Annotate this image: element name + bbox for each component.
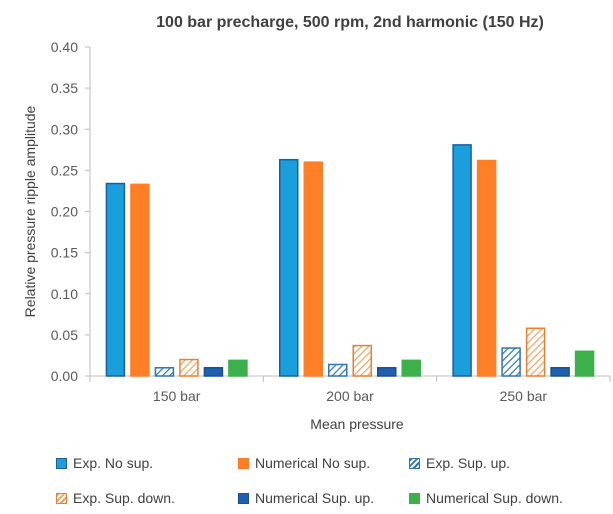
bar [550,367,570,377]
legend-label: Exp. No sup. [73,455,154,471]
y-tick-label: 0.00 [51,368,78,384]
bar [154,367,175,377]
bar [401,359,421,377]
legend-swatch [409,457,420,469]
legend-label: Numerical No sup. [255,455,371,471]
y-tick-label: 0.35 [51,80,78,96]
y-tick-label: 0.05 [51,327,78,343]
axes: 0.00 0.05 0.10 0.15 0.20 0.25 0.30 0.35 0.40 150 … [51,39,611,404]
legend-label: Numerical Sup. down. [426,490,563,506]
legend-label: Exp. Sup. up. [426,455,511,471]
bars [105,144,595,377]
legend-swatch [56,457,67,469]
legend: Exp. No sup. Numerical No sup. Exp. Sup. u… [56,455,606,511]
bar [377,367,397,377]
y-tick-label: 0.25 [51,162,78,178]
legend-label: Exp. Sup. down. [73,490,175,506]
bar [105,182,126,377]
y-tick-label: 0.15 [51,245,78,261]
bar [352,344,372,377]
legend-swatch [409,492,420,504]
bar [130,183,150,377]
bar [228,359,248,377]
bar [525,327,546,377]
bar [501,347,521,377]
legend-swatch [238,457,249,469]
bar [476,159,497,377]
chart-title: 100 bar precharge, 500 rpm, 2nd harmonic… [156,14,544,31]
bar [328,363,348,377]
legend-item: Exp. Sup. down. [56,490,175,506]
bar [203,367,224,377]
bar [179,358,199,377]
legend-item: Exp. No sup. [56,455,153,471]
x-tick-label: 250 bar [500,388,548,404]
legend-item: Numerical Sup. up. [238,490,374,506]
x-tick-label: 150 bar [153,388,201,404]
legend-item: Numerical No sup. [238,455,370,471]
bar [452,144,472,377]
legend-swatch [238,492,249,504]
y-tick-label: 0.20 [51,204,78,220]
bar [303,161,323,377]
y-tick-label: 0.30 [51,121,78,137]
legend-item: Numerical Sup. down. [409,490,563,506]
bar [574,350,595,377]
legend-item: Exp. Sup. up. [409,455,510,471]
legend-swatch [56,492,67,504]
y-axis-label: Relative pressure ripple amplitude [22,105,38,317]
y-tick-label: 0.10 [51,286,78,302]
legend-label: Numerical Sup. up. [255,490,375,506]
y-tick-label: 0.40 [51,39,78,55]
x-axis-label: Mean pressure [310,416,404,432]
bar [279,158,299,377]
x-tick-label: 200 bar [326,388,374,404]
